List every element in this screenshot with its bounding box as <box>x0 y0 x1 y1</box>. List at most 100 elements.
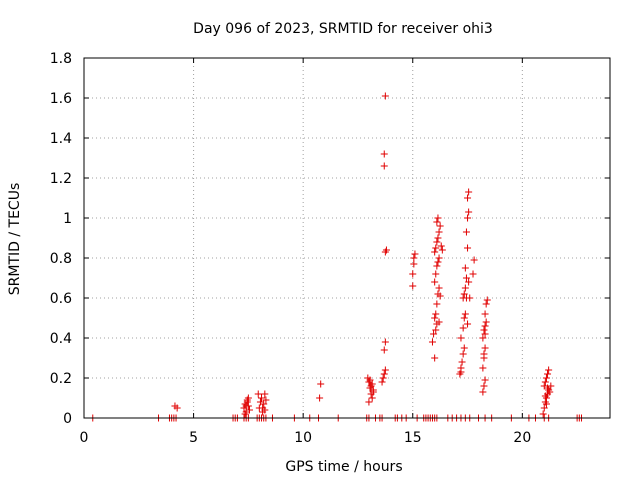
data-point <box>434 258 442 266</box>
data-point <box>462 228 470 236</box>
data-point <box>317 380 325 388</box>
data-point <box>480 326 488 334</box>
data-point <box>464 194 472 202</box>
data-point <box>464 320 472 328</box>
data-point <box>479 364 487 372</box>
data-point <box>544 370 552 378</box>
grid <box>84 58 610 418</box>
data-point <box>546 388 554 396</box>
data-point <box>481 310 489 318</box>
y-tick-label: 0.4 <box>50 331 72 347</box>
data-point <box>457 368 465 376</box>
data-point <box>379 374 387 382</box>
data-point <box>435 284 443 292</box>
data-point <box>460 314 468 322</box>
data-point <box>245 406 253 414</box>
data-point <box>381 92 389 100</box>
data-point <box>409 282 417 290</box>
data-point <box>258 394 266 402</box>
data-point <box>464 244 472 252</box>
data-point <box>460 290 468 298</box>
data-point <box>433 262 441 270</box>
y-tick-label: 0.8 <box>50 251 72 267</box>
data-point <box>431 248 439 256</box>
data-point <box>380 162 388 170</box>
data-point <box>481 376 489 384</box>
data-point <box>241 410 249 418</box>
data-point <box>380 370 388 378</box>
data-point <box>242 402 250 410</box>
data-point <box>461 284 469 292</box>
data-point <box>542 400 550 408</box>
data-point <box>438 246 446 254</box>
y-tick-label: 1.4 <box>50 131 72 147</box>
data-point <box>431 354 439 362</box>
data-point <box>469 270 477 278</box>
y-tick-label: 0.2 <box>50 371 72 387</box>
data-point <box>378 378 386 386</box>
data-point <box>479 388 487 396</box>
data-point <box>464 214 472 222</box>
y-tick-label: 1.2 <box>50 171 72 187</box>
data-point <box>465 208 473 216</box>
data-point <box>368 394 376 402</box>
data-point <box>481 330 489 338</box>
data-point <box>480 382 488 390</box>
data-point <box>369 388 377 396</box>
x-axis-label: GPS time / hours <box>285 459 402 475</box>
data-point <box>381 366 389 374</box>
data-point <box>461 264 469 272</box>
x-tick-label: 20 <box>513 430 531 446</box>
data-point <box>480 354 488 362</box>
data-point <box>436 222 444 230</box>
data-point <box>479 334 487 342</box>
y-tick-label: 0 <box>63 411 72 427</box>
data-point <box>380 346 388 354</box>
data-point <box>431 278 439 286</box>
data-point <box>431 314 439 322</box>
data-point <box>465 188 473 196</box>
data-point <box>458 358 466 366</box>
data-point <box>434 214 442 222</box>
data-point <box>410 260 418 268</box>
y-axis-label: SRMTID / TECUs <box>7 183 23 296</box>
data-point <box>434 234 442 242</box>
data-point <box>481 322 489 330</box>
data-point <box>540 404 548 412</box>
data-point <box>316 394 324 402</box>
y-tick-label: 1 <box>63 211 72 227</box>
data-point <box>459 350 467 358</box>
data-point <box>465 278 473 286</box>
data-points <box>89 92 586 422</box>
data-point <box>381 338 389 346</box>
y-tick-label: 1.6 <box>50 91 72 107</box>
chart-title: Day 096 of 2023, SRMTID for receiver ohi… <box>193 21 493 37</box>
data-point <box>261 406 269 414</box>
data-point <box>483 296 491 304</box>
x-tick-label: 15 <box>404 430 422 446</box>
data-point <box>254 390 262 398</box>
data-point <box>261 390 269 398</box>
data-point <box>430 330 438 338</box>
data-point <box>365 398 373 406</box>
data-point <box>432 326 440 334</box>
y-tick-label: 0.6 <box>50 291 72 307</box>
data-point <box>457 334 465 342</box>
data-point <box>542 374 550 382</box>
y-tick-label: 1.8 <box>50 51 72 67</box>
data-point <box>409 270 417 278</box>
data-point <box>466 294 474 302</box>
x-tick-label: 10 <box>294 430 312 446</box>
data-point <box>435 254 443 262</box>
data-point <box>433 218 441 226</box>
data-point <box>433 300 441 308</box>
plot-frame <box>83 57 611 419</box>
data-point <box>481 344 489 352</box>
data-point <box>435 228 443 236</box>
data-point <box>541 392 549 400</box>
data-point <box>366 376 374 384</box>
x-tick-label: 0 <box>80 430 89 446</box>
data-point <box>428 338 436 346</box>
data-point <box>380 150 388 158</box>
